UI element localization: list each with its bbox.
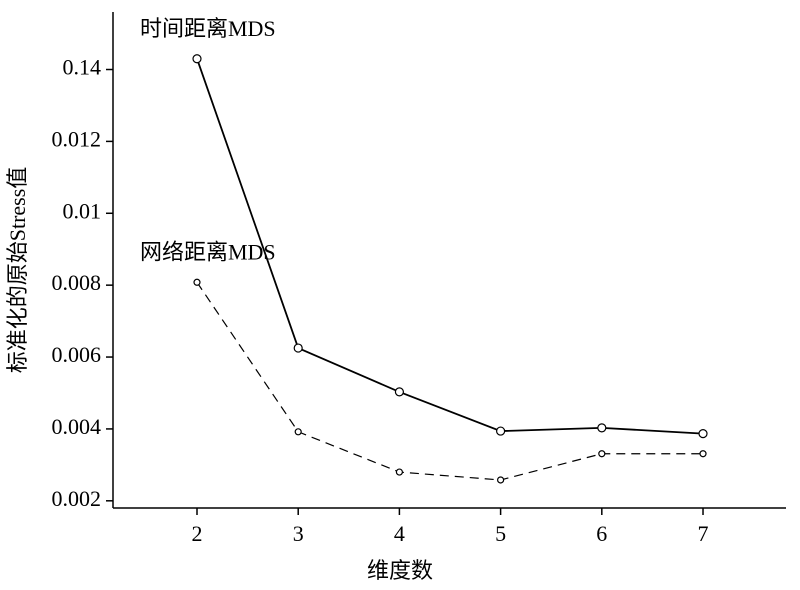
series-label: 网络距离MDS [140, 239, 276, 264]
y-tick-label: 0.012 [52, 126, 102, 151]
x-tick-label: 4 [394, 521, 405, 546]
marker [598, 450, 606, 458]
y-axis-label: 标准化的原始Stress值 [5, 167, 30, 374]
x-tick-label: 6 [596, 521, 607, 546]
marker [497, 476, 505, 484]
marker [698, 429, 708, 439]
marker [293, 343, 303, 353]
marker [193, 278, 201, 286]
y-tick-label: 0.14 [63, 55, 102, 80]
marker [395, 468, 404, 476]
x-tick-label: 3 [293, 521, 304, 546]
series-label: 时间距离MDS [140, 16, 276, 41]
marker [597, 423, 607, 433]
x-tick-label: 2 [191, 521, 202, 546]
marker [699, 450, 707, 458]
series-line [196, 281, 704, 481]
marker [192, 54, 202, 64]
y-tick-label: 0.01 [63, 198, 102, 223]
marker [294, 428, 302, 436]
y-tick-label: 0.004 [52, 414, 102, 439]
x-axis-label: 维度数 [367, 558, 433, 583]
x-tick-label: 7 [698, 521, 709, 546]
x-tick-label: 5 [495, 521, 506, 546]
marker [394, 387, 405, 397]
marker [496, 426, 506, 436]
series-line [196, 58, 704, 435]
y-tick-label: 0.006 [52, 342, 102, 367]
y-tick-label: 0.008 [52, 270, 102, 295]
y-tick-label: 0.002 [52, 486, 102, 511]
